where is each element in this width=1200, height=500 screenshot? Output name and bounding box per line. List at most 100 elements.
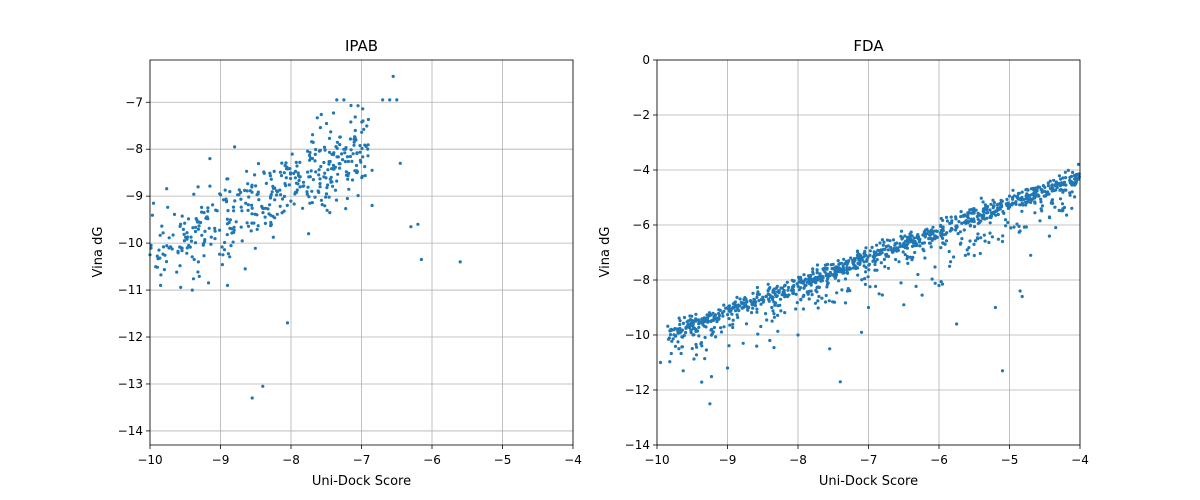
scatter-point: [324, 195, 328, 199]
scatter-point: [962, 228, 966, 232]
scatter-point: [243, 188, 247, 192]
scatter-point: [719, 330, 724, 334]
y-tick-label: −14: [118, 424, 143, 438]
y-tick-label: −10: [118, 236, 143, 250]
scatter-point: [298, 185, 302, 189]
scatter-point: [348, 154, 352, 159]
scatter-point: [318, 148, 322, 152]
y-tick-label: −10: [625, 328, 650, 342]
scatter-point: [886, 248, 891, 252]
scatter-point: [197, 274, 201, 278]
scatter-point: [391, 74, 395, 78]
scatter-point: [1029, 253, 1033, 257]
scatter-point: [856, 250, 860, 254]
scatter-point: [852, 258, 856, 262]
scatter-point: [195, 220, 200, 224]
scatter-point: [962, 213, 966, 218]
scatter-point: [841, 270, 845, 274]
scatter-point: [945, 219, 950, 223]
scatter-point: [1061, 188, 1065, 193]
scatter-point: [1060, 181, 1064, 185]
scatter-point: [979, 236, 983, 240]
scatter-point: [814, 288, 818, 292]
scatter-point: [708, 402, 712, 406]
scatter-point: [347, 171, 351, 175]
scatter-point: [349, 103, 353, 108]
scatter-point: [900, 237, 904, 241]
scatter-point: [727, 305, 731, 309]
scatter-point: [1057, 174, 1061, 178]
scatter-point: [211, 203, 215, 207]
scatter-point: [319, 112, 323, 117]
scatter-point: [324, 121, 329, 126]
scatter-point: [1068, 193, 1072, 197]
scatter-point: [269, 193, 273, 197]
scatter-point: [755, 285, 760, 290]
scatter-point: [185, 246, 189, 250]
scatter-point: [700, 344, 704, 348]
scatter-point: [1060, 202, 1065, 206]
scatter-point: [343, 151, 347, 155]
scatter-point: [958, 230, 963, 234]
scatter-point: [801, 281, 806, 285]
scatter-point: [889, 245, 893, 249]
scatter-point: [721, 314, 725, 318]
scatter-point: [250, 203, 254, 207]
x-tick-label: −10: [644, 453, 669, 467]
scatter-point: [1004, 224, 1008, 228]
scatter-point: [759, 302, 763, 306]
scatter-point: [728, 323, 732, 327]
scatter-point: [880, 238, 885, 242]
scatter-point: [969, 217, 973, 221]
scatter-point: [178, 264, 182, 268]
scatter-point: [825, 279, 829, 283]
scatter-point: [713, 313, 718, 317]
scatter-point: [868, 285, 872, 289]
scatter-point: [298, 160, 302, 164]
scatter-point: [911, 255, 915, 259]
scatter-point: [1068, 181, 1072, 185]
scatter-point: [317, 190, 321, 194]
scatter-point: [854, 266, 858, 271]
scatter-point: [806, 291, 810, 296]
scatter-point: [929, 229, 933, 233]
scatter-point: [289, 176, 293, 181]
scatter-point: [976, 211, 980, 215]
scatter-point: [881, 243, 885, 247]
scatter-point: [218, 192, 222, 196]
scatter-point: [196, 270, 200, 274]
scatter-point: [764, 312, 768, 316]
scatter-point: [264, 181, 268, 185]
scatter-point: [239, 197, 243, 201]
scatter-point: [206, 209, 210, 213]
scatter-point: [331, 153, 336, 157]
scatter-point: [268, 171, 272, 175]
scatter-point: [361, 107, 365, 111]
scatter-point: [395, 98, 399, 102]
scatter-point: [1058, 188, 1062, 192]
scatter-point: [908, 237, 912, 241]
scatter-point: [825, 272, 829, 276]
scatter-point: [695, 345, 699, 349]
scatter-point: [239, 190, 243, 194]
scatter-point: [334, 198, 339, 202]
scatter-point: [693, 319, 698, 323]
scatter-point: [353, 128, 357, 133]
scatter-point: [278, 204, 282, 208]
scatter-point: [863, 282, 868, 286]
scatter-point: [1063, 170, 1067, 174]
scatter-point: [358, 150, 362, 154]
scatter-point: [956, 232, 960, 236]
scatter-point: [253, 173, 257, 177]
y-tick-label: −11: [118, 283, 143, 297]
scatter-point: [910, 244, 915, 248]
scatter-point: [831, 262, 835, 266]
scatter-point: [1070, 206, 1074, 210]
scatter-point: [859, 330, 864, 334]
scatter-point: [166, 205, 170, 209]
scatter-point: [317, 173, 321, 177]
scatter-point: [1031, 192, 1035, 196]
x-tick-label: −8: [282, 453, 300, 467]
scatter-point: [1045, 192, 1049, 196]
scatter-point: [848, 267, 853, 271]
